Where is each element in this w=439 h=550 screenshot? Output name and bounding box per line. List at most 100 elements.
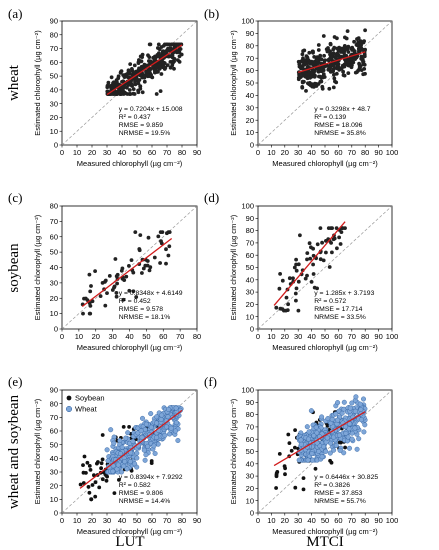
- data-point: [143, 452, 149, 458]
- data-point: [346, 71, 351, 75]
- y-tick-label: 90: [246, 214, 254, 223]
- y-tick-label: 30: [50, 278, 58, 287]
- stats-line: R² = 0.452: [119, 298, 151, 305]
- data-point: [342, 73, 347, 78]
- y-tick-label: 70: [50, 217, 58, 226]
- stats-line: R² = 0.582: [119, 482, 151, 489]
- data-point: [103, 278, 108, 283]
- data-point: [331, 447, 337, 453]
- data-point: [162, 432, 168, 438]
- x-tick-label: 60: [334, 516, 342, 525]
- x-tick-label: 70: [348, 148, 356, 157]
- data-point: [142, 457, 148, 463]
- x-tick-label: 50: [133, 148, 141, 157]
- data-point: [308, 81, 313, 86]
- x-tick-label: 20: [88, 516, 96, 525]
- data-point: [294, 262, 298, 267]
- x-tick-label: 60: [148, 516, 156, 525]
- data-point: [105, 474, 109, 479]
- y-tick-label: 80: [246, 41, 254, 50]
- data-point: [296, 279, 301, 284]
- data-point: [138, 428, 144, 434]
- data-point: [321, 34, 326, 38]
- x-tick-label: 30: [103, 148, 111, 157]
- stats-line: NRMSE = 35.8%: [314, 130, 366, 137]
- data-point: [333, 442, 339, 448]
- data-point: [339, 410, 345, 416]
- stats-line: R² = 0.437: [119, 114, 151, 121]
- data-point: [124, 466, 130, 472]
- data-point: [100, 433, 105, 437]
- data-point: [148, 265, 153, 270]
- data-point: [349, 436, 355, 442]
- data-point: [335, 417, 341, 423]
- y-tick-label: 40: [50, 454, 58, 463]
- stats-line: NRMSE = 33.5%: [314, 314, 366, 321]
- data-point: [125, 430, 131, 436]
- data-point: [110, 468, 116, 474]
- data-point: [122, 75, 127, 79]
- data-point: [333, 411, 339, 417]
- data-point: [93, 269, 97, 273]
- data-point: [88, 289, 93, 294]
- data-point: [96, 460, 100, 464]
- data-point: [166, 46, 171, 51]
- x-tick-label: 50: [321, 148, 329, 157]
- data-point: [304, 89, 308, 93]
- data-point: [344, 59, 348, 64]
- data-point: [301, 487, 306, 492]
- point-cloud: [274, 394, 368, 492]
- regression-line: [81, 237, 173, 308]
- data-point: [136, 61, 141, 65]
- data-point: [286, 302, 290, 307]
- data-point: [167, 230, 172, 235]
- data-point: [309, 245, 313, 250]
- data-point: [140, 271, 144, 275]
- data-point: [89, 497, 94, 502]
- data-point: [172, 66, 176, 71]
- x-tick-label: 60: [159, 332, 167, 341]
- stats-line: y = 0.3298x + 48.7: [314, 106, 371, 113]
- x-tick-label: 30: [103, 516, 111, 525]
- data-point: [127, 425, 131, 429]
- data-point: [139, 434, 145, 440]
- data-point: [293, 445, 297, 450]
- y-tick-label: 40: [246, 91, 254, 100]
- data-point: [168, 425, 174, 431]
- data-point: [147, 42, 152, 47]
- x-tick-label: 40: [118, 516, 126, 525]
- data-point: [283, 472, 287, 477]
- data-point: [325, 416, 331, 422]
- data-point: [303, 276, 308, 281]
- data-point: [129, 258, 134, 262]
- data-point: [324, 250, 328, 255]
- data-point: [143, 263, 148, 268]
- data-point: [133, 82, 138, 87]
- data-point: [117, 451, 123, 457]
- y-tick-label: 50: [246, 79, 254, 88]
- stats-line: RMSE = 17.714: [314, 306, 362, 313]
- data-point: [274, 472, 279, 477]
- y-tick-label: 0: [250, 325, 254, 334]
- data-point: [321, 258, 326, 263]
- data-point: [300, 80, 305, 85]
- x-tick-label: 60: [148, 148, 156, 157]
- data-point: [111, 440, 117, 446]
- data-point: [140, 90, 145, 95]
- stats-line: R² = 0.572: [314, 298, 346, 305]
- y-tick-label: 10: [246, 312, 254, 321]
- regression-line: [273, 221, 346, 306]
- data-point: [107, 84, 112, 88]
- y-tick-label: 20: [50, 481, 58, 490]
- data-point: [328, 440, 334, 446]
- data-point: [311, 433, 317, 439]
- data-point: [166, 407, 172, 413]
- x-tick-label: 20: [281, 332, 289, 341]
- panel-label: (e): [8, 374, 22, 389]
- y-tick-label: 10: [50, 309, 58, 318]
- y-tick-label: 40: [246, 275, 254, 284]
- y-tick-label: 60: [246, 251, 254, 260]
- data-point: [120, 87, 125, 92]
- data-point: [167, 244, 172, 249]
